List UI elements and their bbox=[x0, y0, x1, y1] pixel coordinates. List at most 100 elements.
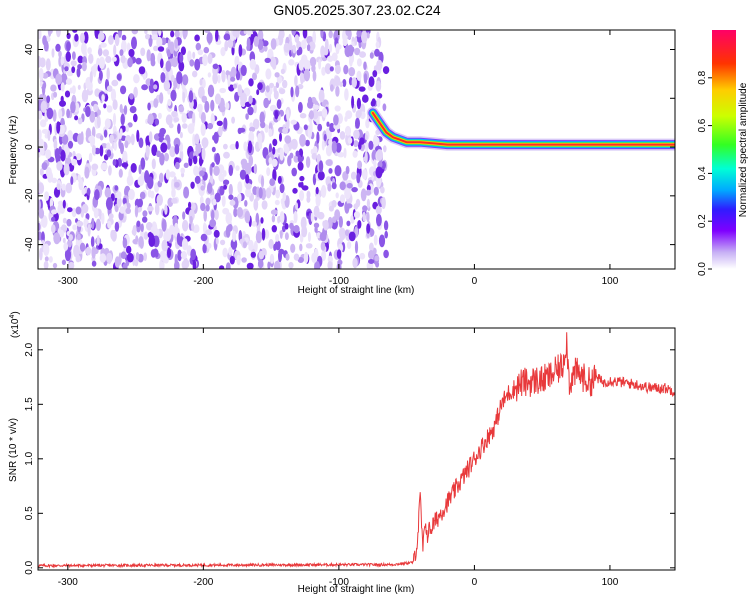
noise-blob bbox=[148, 235, 156, 247]
noise-blob bbox=[151, 30, 158, 36]
noise-blob bbox=[359, 252, 366, 260]
noise-blob bbox=[227, 223, 233, 232]
spectrogram-x-ticks: -300 -200 -100 0 100 bbox=[58, 30, 619, 287]
noise-blob bbox=[350, 171, 357, 180]
noise-blob bbox=[122, 197, 127, 205]
noise-blob bbox=[335, 142, 342, 153]
noise-blob bbox=[194, 175, 201, 184]
noise-blob bbox=[171, 178, 175, 191]
noise-blob bbox=[302, 30, 308, 39]
noise-blob bbox=[356, 97, 361, 110]
noise-blob bbox=[129, 93, 134, 100]
noise-blob bbox=[46, 95, 51, 104]
noise-blob bbox=[280, 68, 285, 75]
noise-blob bbox=[316, 232, 321, 239]
noise-blob bbox=[200, 112, 206, 124]
spectrogram-x-tick-label: 100 bbox=[602, 276, 619, 287]
noise-blob bbox=[376, 149, 383, 161]
noise-blob bbox=[75, 254, 81, 263]
noise-blob bbox=[348, 67, 356, 77]
noise-blob bbox=[297, 154, 302, 163]
noise-blob bbox=[220, 47, 226, 57]
noise-blob bbox=[190, 248, 197, 261]
noise-blob bbox=[246, 37, 251, 50]
noise-blob bbox=[290, 243, 296, 253]
noise-blob bbox=[104, 118, 111, 129]
noise-blob bbox=[351, 77, 357, 88]
noise-blob bbox=[122, 237, 128, 249]
noise-blob bbox=[154, 118, 160, 126]
noise-blob bbox=[113, 44, 117, 57]
noise-blob bbox=[174, 144, 180, 155]
noise-blob bbox=[109, 134, 115, 144]
noise-blob bbox=[198, 86, 205, 99]
noise-blob bbox=[366, 32, 370, 39]
noise-blob bbox=[205, 204, 210, 212]
svg-text:(x104): (x104) bbox=[9, 311, 21, 338]
spectrogram-x-tick-label: -300 bbox=[58, 276, 78, 287]
noise-blob bbox=[244, 200, 248, 207]
noise-blob bbox=[110, 229, 115, 240]
signal-ridge-band-5 bbox=[371, 111, 675, 146]
noise-blob bbox=[41, 162, 48, 171]
noise-blob bbox=[369, 52, 374, 59]
noise-blob bbox=[225, 212, 233, 225]
noise-blob bbox=[351, 187, 358, 193]
noise-blob bbox=[275, 189, 281, 199]
noise-blob bbox=[258, 250, 265, 260]
noise-blob bbox=[142, 72, 147, 80]
colorbar-tick-label: 0.2 bbox=[697, 214, 708, 228]
noise-blob bbox=[309, 56, 317, 67]
noise-blob bbox=[325, 159, 333, 167]
noise-blob bbox=[277, 175, 282, 184]
noise-blob bbox=[347, 137, 353, 145]
noise-blob bbox=[294, 75, 298, 87]
noise-blob bbox=[257, 39, 264, 51]
noise-blob bbox=[203, 46, 210, 54]
noise-blob bbox=[146, 49, 151, 62]
noise-blob bbox=[311, 152, 317, 160]
noise-blob bbox=[344, 187, 351, 200]
colorbar-gradient bbox=[712, 30, 736, 269]
noise-blob bbox=[264, 124, 269, 133]
noise-blob bbox=[66, 70, 74, 77]
noise-blob bbox=[376, 59, 383, 71]
noise-blob bbox=[344, 88, 349, 101]
noise-blob bbox=[38, 222, 41, 231]
noise-blob bbox=[292, 187, 298, 194]
noise-blob bbox=[352, 257, 358, 269]
snr-x-tick-label: -300 bbox=[58, 577, 78, 588]
noise-blob bbox=[126, 175, 134, 186]
noise-blob bbox=[214, 93, 222, 105]
noise-blob bbox=[342, 37, 348, 47]
noise-blob bbox=[357, 220, 362, 229]
noise-blob bbox=[230, 238, 238, 250]
noise-blob bbox=[128, 188, 135, 201]
noise-blob bbox=[87, 224, 91, 237]
noise-blob bbox=[307, 231, 311, 243]
noise-blob bbox=[248, 131, 255, 143]
noise-blob bbox=[258, 139, 263, 150]
noise-blob bbox=[375, 205, 382, 215]
noise-blob bbox=[182, 211, 186, 220]
spectrogram-x-tick-label: -100 bbox=[329, 276, 349, 287]
noise-blob bbox=[51, 216, 56, 222]
noise-blob bbox=[91, 126, 96, 138]
noise-blob bbox=[374, 255, 380, 262]
noise-blob bbox=[64, 248, 72, 262]
noise-blob bbox=[187, 50, 192, 63]
noise-blob bbox=[305, 243, 313, 249]
noise-blob bbox=[378, 234, 386, 248]
noise-blob bbox=[151, 144, 158, 156]
noise-blob bbox=[55, 43, 61, 52]
noise-blob bbox=[258, 187, 263, 199]
noise-blob bbox=[303, 59, 311, 71]
noise-blob bbox=[154, 249, 159, 258]
noise-blob bbox=[233, 207, 238, 218]
noise-blob bbox=[286, 109, 290, 122]
noise-blob bbox=[222, 247, 228, 258]
noise-blob bbox=[253, 36, 259, 47]
noise-blob bbox=[211, 162, 215, 168]
noise-blob bbox=[146, 176, 154, 189]
noise-blob bbox=[43, 40, 49, 52]
